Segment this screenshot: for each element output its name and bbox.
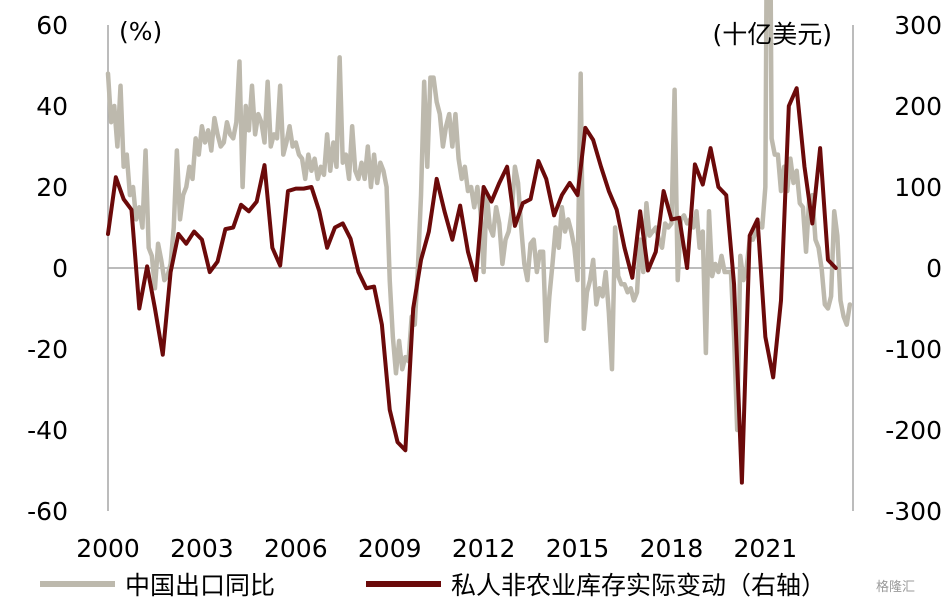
y-right-tick-label: -200	[885, 416, 942, 445]
x-tick-label: 2009	[358, 534, 422, 563]
series-layer	[105, 0, 853, 485]
watermark-text: 格隆汇	[876, 579, 915, 595]
x-tick-label: 2015	[546, 534, 610, 563]
legend-label-export: 中国出口同比	[125, 571, 275, 600]
y-right-tick-label: 300	[894, 11, 942, 40]
x-tick-label: 2000	[76, 534, 140, 563]
x-tick-label: 2003	[170, 534, 234, 563]
y-left-tick-label: -60	[27, 497, 68, 526]
y-left-tick-label: -20	[27, 335, 68, 364]
x-tick-label: 2021	[734, 534, 798, 563]
y-right-tick-label: 200	[894, 92, 942, 121]
y-left-tick-label: -40	[27, 416, 68, 445]
x-tick-label: 2006	[264, 534, 328, 563]
y-left-tick-label: 0	[52, 254, 68, 283]
x-tick-label: 2018	[640, 534, 704, 563]
series-line-export-yoy	[105, 0, 853, 433]
y-right-tick-label: -100	[885, 335, 942, 364]
y-left-tick-label: 20	[36, 173, 68, 202]
y-right-tick-label: 0	[926, 254, 942, 283]
y-right-tick-label: -300	[885, 497, 942, 526]
x-tick-label: 2012	[452, 534, 516, 563]
y-right-tick-label: 100	[894, 173, 942, 202]
y-left-tick-label: 40	[36, 92, 68, 121]
axes: 6040200-20-40-603002001000-100-200-30020…	[27, 11, 942, 563]
series-line-inventory-change	[106, 86, 838, 485]
legend-label-inventory: 私人非农业库存实际变动（右轴）	[451, 571, 826, 600]
left-unit-label: (%)	[119, 17, 162, 46]
right-unit-label: (十亿美元)	[712, 20, 832, 49]
legend: 中国出口同比 私人非农业库存实际变动（右轴）	[40, 571, 826, 600]
y-left-tick-label: 60	[36, 11, 68, 40]
